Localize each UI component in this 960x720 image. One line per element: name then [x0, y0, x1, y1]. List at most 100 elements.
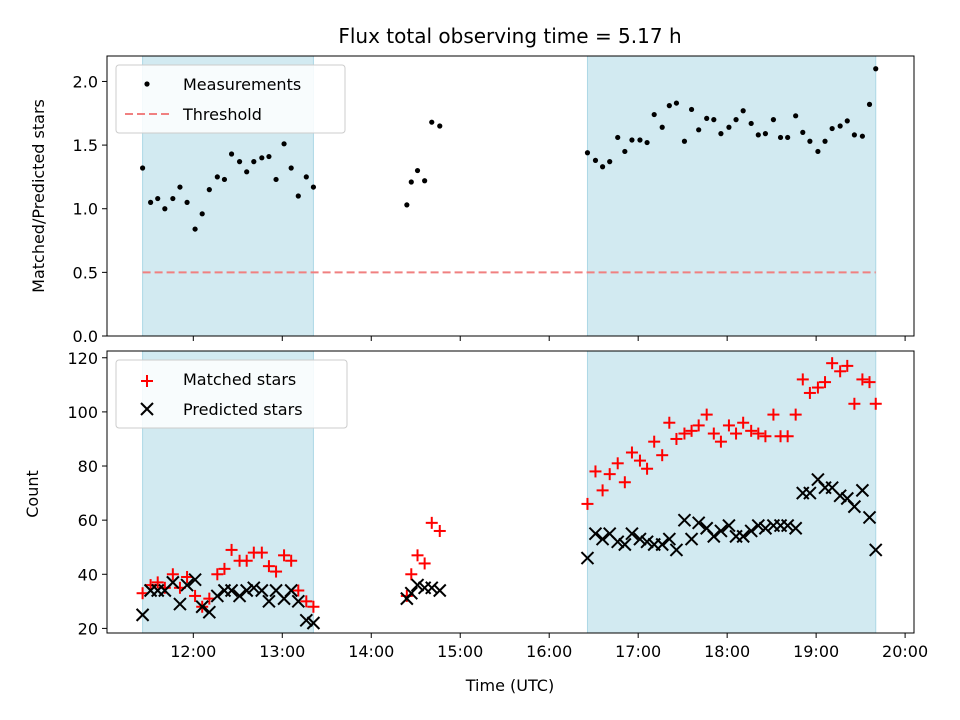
predicted-point-b-15: [247, 581, 261, 595]
matched-point-65: [841, 359, 854, 372]
predicted-point-b-46: [699, 521, 714, 535]
matched-point-61: [811, 381, 824, 394]
bottom-y-axis-label: Count: [23, 470, 42, 518]
matched-point-33: [603, 468, 616, 481]
predicted-point-64: [833, 489, 847, 503]
predicted-point-b-34: [611, 535, 625, 549]
predicted-point-b-44: [684, 532, 699, 546]
measurement-point-20: [288, 165, 294, 171]
predicted-point-9: [202, 605, 217, 619]
predicted-point-b-18: [269, 583, 283, 598]
figure-title: Flux total observing time = 5.17 h: [338, 24, 681, 48]
measurement-point-36: [629, 137, 635, 143]
predicted-point-0: [135, 608, 150, 622]
measurement-point-37: [637, 137, 643, 143]
top-ytick-label-1: 0.5: [73, 263, 98, 282]
predicted-point-b-43: [677, 513, 692, 527]
predicted-point-b-57: [780, 518, 795, 533]
matched-point-49: [722, 419, 735, 432]
measurement-point-38: [644, 139, 650, 146]
measurement-point-23: [310, 184, 317, 190]
predicted-point-20: [284, 583, 298, 598]
bottom-xtick-label-7: 19:00: [793, 642, 839, 661]
measurement-point-18: [273, 176, 279, 183]
legend-matched-marker: [141, 375, 153, 387]
measurement-point-34: [615, 134, 621, 141]
predicted-point-b-17: [262, 594, 276, 609]
measurement-point-27: [422, 178, 428, 184]
predicted-point-17: [262, 594, 276, 609]
predicted-point-69: [869, 543, 883, 557]
matched-point-34: [611, 457, 624, 470]
matched-point-32: [596, 484, 609, 497]
matched-point-31: [589, 465, 602, 478]
measurement-point-13: [236, 159, 243, 165]
measurement-point-68: [866, 101, 873, 107]
matched-point-28: [425, 516, 438, 529]
matched-point-11: [218, 562, 231, 575]
top-legend: Measurements Threshold: [115, 64, 346, 134]
measurement-point-10: [214, 174, 220, 180]
predicted-point-53: [751, 518, 766, 533]
top-legend-box: [115, 64, 346, 134]
matched-point-19: [278, 549, 291, 562]
measurement-point-25: [408, 179, 414, 185]
predicted-point-b-42: [669, 543, 684, 557]
bottom-legend: Matched stars Predicted stars: [115, 359, 348, 429]
predicted-point-b-5: [173, 597, 187, 611]
measurement-point-56: [777, 134, 784, 141]
bottom-ytick-label-0: 20: [78, 619, 98, 638]
measurement-point-46: [704, 115, 710, 121]
measurement-point-65: [844, 118, 850, 124]
predicted-point-41: [662, 532, 677, 546]
predicted-point-b-64: [833, 489, 847, 503]
predicted-point-43: [677, 513, 692, 527]
predicted-point-22: [299, 613, 314, 627]
measurement-point-57: [785, 134, 791, 141]
predicted-point-b-36: [625, 526, 639, 541]
predicted-point-49: [722, 518, 736, 533]
predicted-point-b-60: [803, 486, 817, 500]
top-panel: 0.00.51.01.52.0 Matched/Predicted stars …: [29, 55, 915, 346]
matched-point-16: [255, 546, 268, 559]
predicted-point-b-45: [691, 516, 706, 530]
legend-predicted-label: Predicted stars: [183, 400, 303, 419]
predicted-point-30: [580, 551, 595, 565]
matched-point-40: [656, 449, 669, 462]
predicted-point-b-6: [180, 578, 194, 592]
predicted-point-58: [788, 521, 803, 535]
predicted-point-b-52: [744, 524, 758, 538]
bottom-predicted-points: [135, 472, 883, 630]
top-ytick-label-4: 2.0: [73, 72, 98, 91]
measurement-point-5: [177, 184, 183, 190]
predicted-point-b-48: [714, 524, 728, 538]
bottom-ytick-label-1: 40: [78, 565, 98, 584]
predicted-point-28: [425, 581, 439, 595]
predicted-point-6: [180, 578, 194, 592]
predicted-point-36: [625, 526, 639, 541]
predicted-point-b-4: [166, 575, 180, 590]
bottom-xtick-label-1: 13:00: [259, 642, 305, 661]
predicted-point-b-69: [869, 543, 883, 557]
predicted-point-b-63: [825, 480, 839, 495]
predicted-point-b-61: [811, 472, 825, 487]
matched-point-53: [752, 427, 765, 440]
matched-point-20: [285, 554, 298, 567]
matched-point-37: [633, 454, 646, 467]
measurement-point-51: [740, 108, 746, 114]
bottom-xtick-label-8: 20:00: [882, 642, 928, 661]
measurement-point-67: [859, 133, 865, 139]
bottom-xtick-label-4: 16:00: [526, 642, 572, 661]
bottom-xtick-label-6: 18:00: [704, 642, 750, 661]
predicted-point-b-14: [239, 583, 254, 598]
predicted-point-b-21: [291, 594, 306, 609]
legend-matched-label: Matched stars: [183, 370, 296, 389]
predicted-point-54: [758, 521, 773, 535]
legend-measurements-label: Measurements: [183, 75, 301, 94]
legend-measurements-marker: [144, 81, 150, 87]
matched-point-46: [700, 408, 713, 421]
matched-point-52: [745, 424, 758, 437]
bottom-ytick-label-2: 60: [78, 511, 98, 530]
bottom-panel: 20 40 60 80 100 120 12:00 13:00 14:00 15:00 16:00…: [23, 349, 928, 695]
measurement-point-26: [414, 167, 421, 174]
